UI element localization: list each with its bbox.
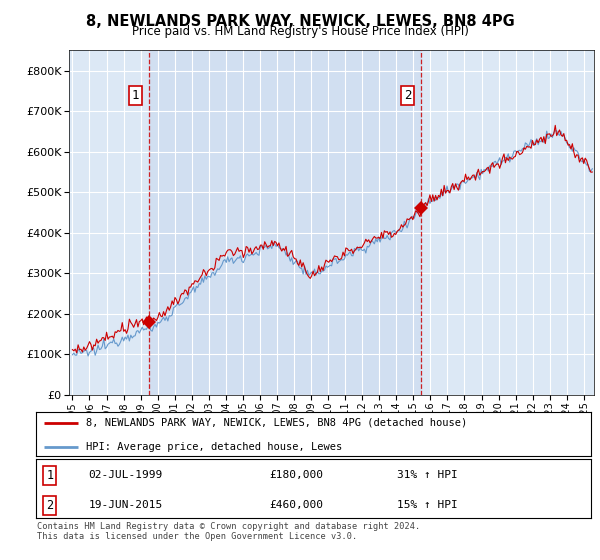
Text: HPI: Average price, detached house, Lewes: HPI: Average price, detached house, Lewe… [86, 441, 342, 451]
Text: 2: 2 [46, 498, 53, 512]
Text: 1: 1 [46, 469, 53, 482]
Text: 8, NEWLANDS PARK WAY, NEWICK, LEWES, BN8 4PG: 8, NEWLANDS PARK WAY, NEWICK, LEWES, BN8… [86, 14, 514, 29]
Bar [149, 50, 421, 395]
Text: £180,000: £180,000 [269, 470, 323, 480]
Text: Price paid vs. HM Land Registry's House Price Index (HPI): Price paid vs. HM Land Registry's House … [131, 25, 469, 38]
Text: 19-JUN-2015: 19-JUN-2015 [89, 500, 163, 510]
Text: Contains HM Land Registry data © Crown copyright and database right 2024.
This d: Contains HM Land Registry data © Crown c… [37, 522, 421, 542]
Text: £460,000: £460,000 [269, 500, 323, 510]
Text: 2: 2 [404, 88, 411, 102]
Text: 15% ↑ HPI: 15% ↑ HPI [397, 500, 458, 510]
Text: 8, NEWLANDS PARK WAY, NEWICK, LEWES, BN8 4PG (detached house): 8, NEWLANDS PARK WAY, NEWICK, LEWES, BN8… [86, 418, 467, 428]
Text: 1: 1 [132, 88, 139, 102]
Text: 31% ↑ HPI: 31% ↑ HPI [397, 470, 458, 480]
Text: 02-JUL-1999: 02-JUL-1999 [89, 470, 163, 480]
